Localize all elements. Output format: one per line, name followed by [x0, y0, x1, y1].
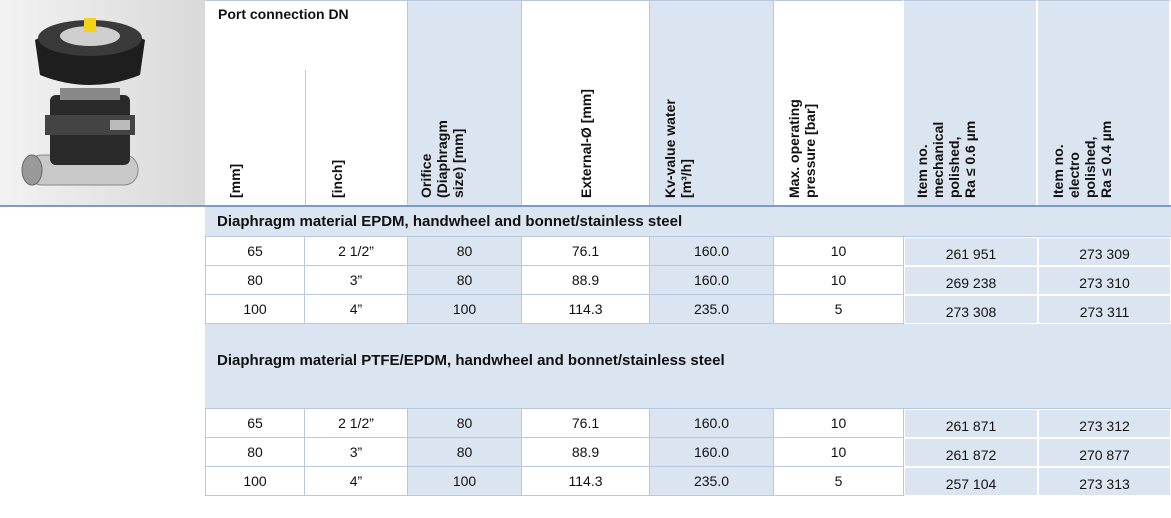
- table-cell: 261 871: [904, 409, 1038, 438]
- table-cell: 3”: [305, 438, 408, 467]
- column-header: mechanical: [930, 121, 946, 198]
- table-cell: 273 311: [1038, 295, 1171, 324]
- table-cell: 10: [774, 266, 904, 295]
- header-cell: [650, 0, 774, 207]
- header-divider: [305, 70, 306, 207]
- table-cell: 3”: [305, 266, 408, 295]
- table-cell: 76.1: [522, 409, 650, 438]
- table-cell: 4”: [305, 295, 408, 324]
- table-cell: 160.0: [650, 266, 774, 295]
- column-header: Kv-value water: [662, 99, 678, 198]
- table-cell: 10: [774, 409, 904, 438]
- column-header: [inch]: [329, 159, 345, 198]
- table-cell: 10: [774, 438, 904, 467]
- table-cell: 80: [408, 237, 522, 266]
- table-cell: 80: [205, 438, 305, 467]
- table-cell: 235.0: [650, 295, 774, 324]
- header-rule: [0, 205, 1171, 207]
- table-cell: 5: [774, 467, 904, 496]
- column-header: Orifice: [418, 153, 434, 198]
- column-header: size) [mm]: [450, 128, 466, 198]
- table-cell: 160.0: [650, 237, 774, 266]
- header-cell: [305, 0, 408, 207]
- column-header: Ra ≤ 0.6 µm: [962, 120, 978, 198]
- column-header: polished,: [1082, 136, 1098, 198]
- header-cell: [408, 0, 522, 207]
- header-cell: [1038, 0, 1171, 207]
- table-cell: 88.9: [522, 266, 650, 295]
- product-image: [21, 18, 145, 186]
- table-cell: 160.0: [650, 409, 774, 438]
- table-cell: 114.3: [522, 295, 650, 324]
- header-cell: [522, 0, 650, 207]
- table-cell: 261 951: [904, 237, 1038, 266]
- table-cell: 261 872: [904, 438, 1038, 467]
- table-cell: 76.1: [522, 237, 650, 266]
- table-cell: 273 308: [904, 295, 1038, 324]
- section-title: Diaphragm material EPDM, handwheel and b…: [205, 207, 1171, 237]
- header-cell: [774, 0, 904, 207]
- table-cell: 5: [774, 295, 904, 324]
- table-cell: 273 309: [1038, 237, 1171, 266]
- column-header: polished,: [946, 136, 962, 198]
- header-cell: [205, 0, 305, 207]
- table-cell: 2 1/2”: [305, 237, 408, 266]
- column-header: [m³/h]: [678, 159, 694, 198]
- table-cell: 160.0: [650, 438, 774, 467]
- table-cell: 270 877: [1038, 438, 1171, 467]
- column-header: Max. operating: [786, 99, 802, 198]
- header-cell: [904, 0, 1038, 207]
- table-cell: 2 1/2”: [305, 409, 408, 438]
- table-cell: 100: [205, 467, 305, 496]
- table-cell: 100: [205, 295, 305, 324]
- header-group: Port connection DN: [218, 6, 349, 22]
- table-cell: 273 313: [1038, 467, 1171, 496]
- column-header: [mm]: [227, 163, 243, 198]
- table-cell: 100: [408, 467, 522, 496]
- column-header: Ra ≤ 0.4 µm: [1098, 120, 1114, 198]
- column-header: External-Ø [mm]: [578, 89, 594, 198]
- table-cell: 80: [408, 409, 522, 438]
- column-header: pressure [bar]: [802, 103, 818, 198]
- section-title: Diaphragm material PTFE/EPDM, handwheel …: [205, 324, 1171, 409]
- table-cell: 114.3: [522, 467, 650, 496]
- column-header: electro: [1066, 152, 1082, 198]
- table-cell: 80: [205, 266, 305, 295]
- column-header: (Diaphragm: [434, 120, 450, 198]
- table-cell: 65: [205, 409, 305, 438]
- table-cell: 4”: [305, 467, 408, 496]
- column-header: Item no.: [1050, 144, 1066, 198]
- table-cell: 80: [408, 438, 522, 467]
- table-cell: 273 310: [1038, 266, 1171, 295]
- product-image-area: [0, 0, 205, 207]
- table-cell: 80: [408, 266, 522, 295]
- table-cell: 88.9: [522, 438, 650, 467]
- table-cell: 257 104: [904, 467, 1038, 496]
- table-cell: 269 238: [904, 266, 1038, 295]
- column-header: Item no.: [914, 144, 930, 198]
- table-cell: 235.0: [650, 467, 774, 496]
- table-cell: 65: [205, 237, 305, 266]
- table-cell: 273 312: [1038, 409, 1171, 438]
- table-cell: 100: [408, 295, 522, 324]
- table-cell: 10: [774, 237, 904, 266]
